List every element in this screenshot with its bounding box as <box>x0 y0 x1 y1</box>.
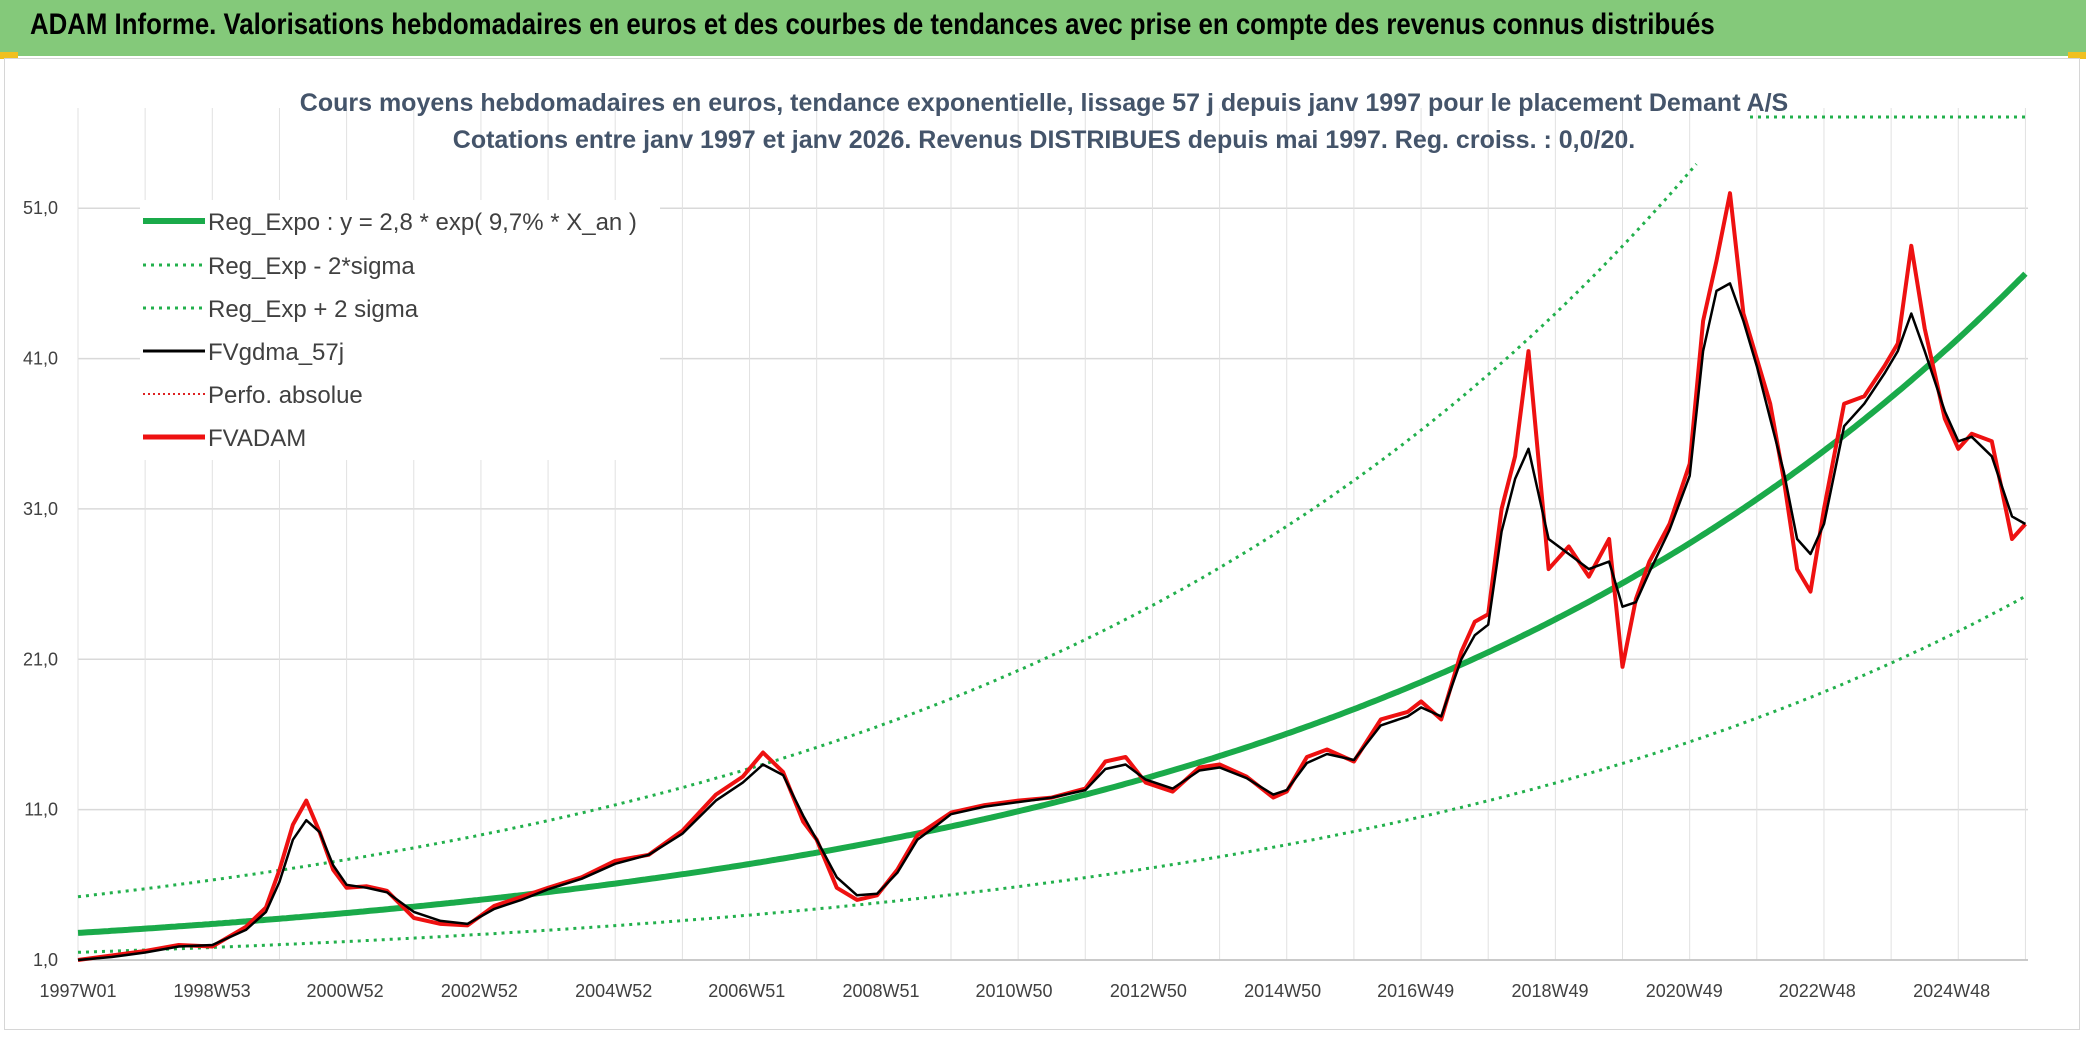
x-tick-label: 2010W50 <box>976 981 1053 1001</box>
chart-frame <box>4 58 2080 1030</box>
upper-band-line <box>77 163 1698 899</box>
legend-label-upper-band: Reg_Exp + 2 sigma <box>208 296 419 323</box>
x-tick-label: 2006W51 <box>708 981 785 1001</box>
grid <box>77 108 2028 961</box>
x-tick-label: 2024W48 <box>1913 981 1990 1001</box>
x-tick-label: 1998W53 <box>174 981 251 1001</box>
x-tick-label: 2012W50 <box>1110 981 1187 1001</box>
y-tick-label: 51,0 <box>23 198 58 218</box>
x-tick-label: 2018W49 <box>1511 981 1588 1001</box>
x-tick-label: 2014W50 <box>1244 981 1321 1001</box>
legend-background <box>140 200 660 460</box>
header-bar: ADAM Informe. Valorisations hebdomadaire… <box>0 0 2086 56</box>
y-tick-label: 21,0 <box>23 649 58 669</box>
legend: Reg_Expo : y = 2,8 * exp( 9,7% * X_an ) … <box>140 200 660 460</box>
x-tick-label: 2022W48 <box>1779 981 1856 1001</box>
plot-area <box>77 163 2028 962</box>
series-line-fvgdma <box>77 282 2027 962</box>
lower-band-line <box>77 594 2027 954</box>
corner-marker-left <box>0 52 18 59</box>
x-axis: 1997W01 1998W53 2000W52 2002W52 2004W52 2006W… <box>39 981 1990 1001</box>
chart-subtitle: Cotations entre janv 1997 et janv 2026. … <box>453 126 1635 154</box>
legend-label-smooth: FVgdma_57j <box>208 339 344 366</box>
y-tick-label: 11,0 <box>24 800 58 820</box>
x-tick-label: 2004W52 <box>575 981 652 1001</box>
x-tick-label: 1997W01 <box>39 981 116 1001</box>
legend-label-regression: Reg_Expo : y = 2,8 * exp( 9,7% * X_an ) <box>208 209 637 236</box>
series-line-fvadam <box>77 191 2027 962</box>
x-tick-label: 2020W49 <box>1646 981 1723 1001</box>
legend-label-fvadam: FVADAM <box>208 425 306 452</box>
x-tick-label: 2000W52 <box>307 981 384 1001</box>
x-tick-label: 2002W52 <box>441 981 518 1001</box>
y-axis: 1,0 11,0 21,0 31,0 41,0 51,0 <box>23 198 58 970</box>
corner-marker-right <box>2068 52 2086 59</box>
x-tick-label: 2008W51 <box>842 981 919 1001</box>
report-title: ADAM Informe. Valorisations hebdomadaire… <box>30 8 1715 41</box>
x-tick-label: 2016W49 <box>1377 981 1454 1001</box>
y-tick-label: 31,0 <box>23 499 58 519</box>
legend-label-perfo: Perfo. absolue <box>208 382 363 409</box>
chart-title: Cours moyens hebdomadaires en euros, ten… <box>300 89 1788 117</box>
legend-label-lower-band: Reg_Exp - 2*sigma <box>208 253 415 280</box>
y-tick-label: 1,0 <box>33 950 58 970</box>
y-tick-label: 41,0 <box>23 349 58 369</box>
